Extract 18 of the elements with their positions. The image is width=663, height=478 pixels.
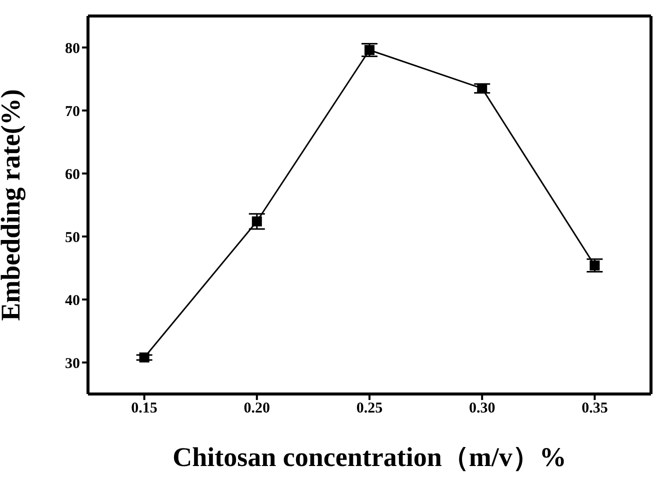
y-axis-title: Embedding rate(%): [0, 89, 26, 321]
x-tick-label: 0.20: [244, 400, 270, 417]
point: [477, 83, 488, 94]
x-tick-label: 0.15: [131, 400, 158, 417]
point: [139, 352, 150, 362]
y-tick-label: 80: [65, 40, 80, 57]
x-tick-label: 0.25: [356, 400, 383, 417]
point: [252, 216, 262, 226]
y-tick-label: 50: [65, 230, 80, 246]
point: [364, 45, 374, 56]
y-tick-label: 40: [65, 292, 80, 309]
y-tick-label: 70: [65, 104, 80, 120]
x-tick-label: 0.35: [582, 400, 608, 417]
y-tick-label: 30: [65, 356, 80, 372]
point: [590, 260, 600, 270]
x-tick-label: 0.30: [468, 400, 496, 417]
x-axis-title: Chitosan concentration（m/v）%: [172, 442, 566, 472]
y-tick-label: 60: [65, 166, 80, 183]
